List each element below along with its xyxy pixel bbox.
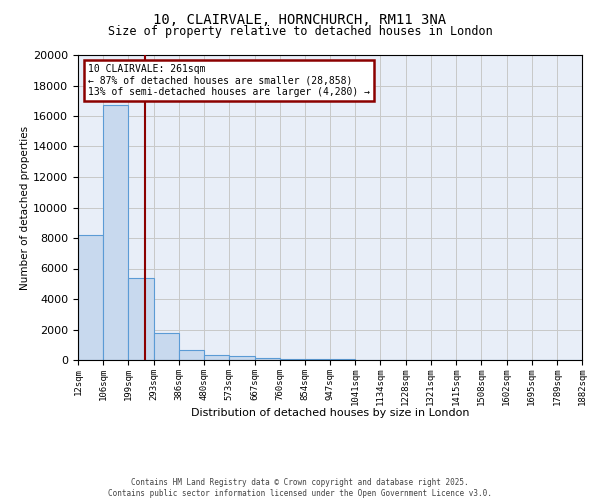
Bar <box>254 358 280 360</box>
Bar <box>204 354 229 360</box>
Bar <box>78 235 103 360</box>
Bar <box>103 106 128 360</box>
Bar <box>154 332 179 360</box>
Text: 10, CLAIRVALE, HORNCHURCH, RM11 3NA: 10, CLAIRVALE, HORNCHURCH, RM11 3NA <box>154 12 446 26</box>
Text: Contains HM Land Registry data © Crown copyright and database right 2025.
Contai: Contains HM Land Registry data © Crown c… <box>108 478 492 498</box>
Bar <box>179 350 204 360</box>
Text: 10 CLAIRVALE: 261sqm
← 87% of detached houses are smaller (28,858)
13% of semi-d: 10 CLAIRVALE: 261sqm ← 87% of detached h… <box>88 64 370 98</box>
Bar <box>305 359 330 360</box>
X-axis label: Distribution of detached houses by size in London: Distribution of detached houses by size … <box>191 408 469 418</box>
Bar <box>280 359 305 360</box>
Bar <box>128 278 154 360</box>
Bar <box>229 356 254 360</box>
Text: Size of property relative to detached houses in London: Size of property relative to detached ho… <box>107 25 493 38</box>
Y-axis label: Number of detached properties: Number of detached properties <box>20 126 31 290</box>
